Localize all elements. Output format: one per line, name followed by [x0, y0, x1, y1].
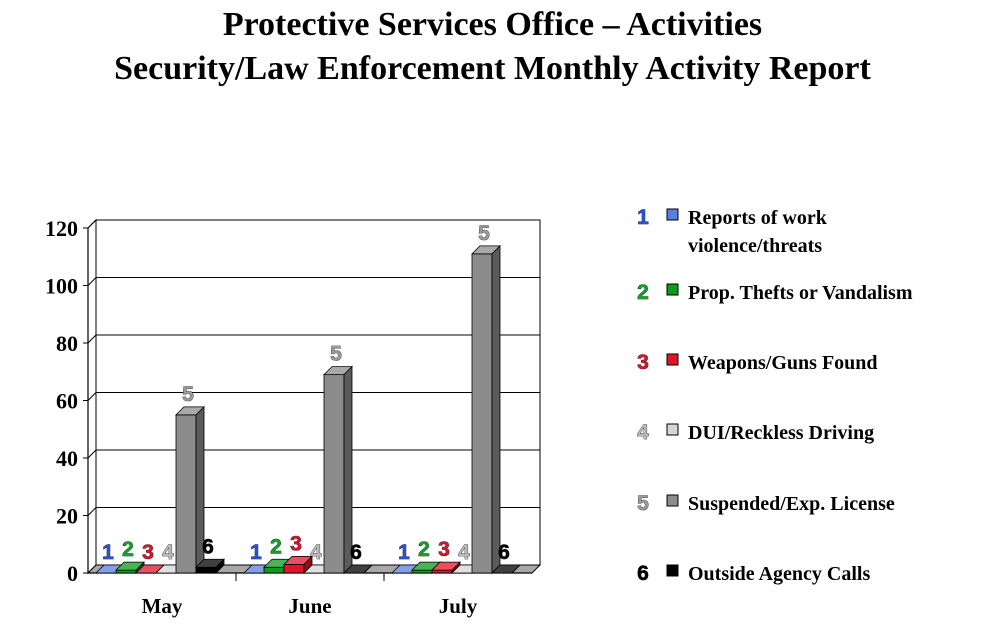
legend-label-1: violence/threats [688, 235, 822, 257]
data-label-july-series-2: 2 [418, 538, 430, 561]
bars-layer [95, 244, 521, 574]
data-label-june-series-6: 6 [350, 541, 362, 564]
gridline-side [87, 277, 97, 286]
data-label-july-series-5: 5 [478, 222, 490, 245]
x-tick-label-june: June [288, 594, 331, 618]
data-label-may-series-2: 2 [122, 538, 134, 561]
bar-july-series-6-side [511, 564, 521, 574]
chart-title-line2: Security/Law Enforcement Monthly Activit… [114, 50, 871, 87]
labels-layer: 1 2 3 456 1 2 3 456 1 2 3 456 [102, 222, 510, 565]
data-label-may-series-5: 5 [182, 383, 194, 406]
legend-label-3: Weapons/Guns Found [688, 352, 878, 374]
bar-june-series-3 [283, 563, 305, 574]
legend-label-1: Reports of work [688, 207, 828, 229]
data-label-may-series-1: 1 [102, 541, 114, 564]
bar-june-series-5 [323, 374, 345, 574]
legend-number-4: 4 [637, 421, 649, 444]
legend-number-6: 6 [637, 562, 649, 585]
y-tick-label: 40 [56, 446, 78, 471]
gridline-side [87, 449, 97, 459]
y-tick-label: 20 [56, 504, 78, 529]
y-tick-label: 60 [56, 389, 78, 414]
legend-label-2: Prop. Thefts or Vandalism [688, 282, 913, 304]
bar-may-series-6-side [215, 558, 225, 574]
bar-may-series-2 [115, 569, 137, 574]
data-label-june-series-4: 4 [310, 541, 322, 564]
y-tick-label: 0 [67, 561, 78, 586]
legend-label-6: Outside Agency Calls [688, 563, 870, 585]
y-tick-label: 100 [45, 274, 78, 299]
bar-june-series-2 [263, 566, 285, 574]
gridline-side [87, 392, 97, 401]
legend-swatch-4 [666, 423, 679, 436]
data-label-june-series-3: 3 [290, 532, 302, 555]
data-label-july-series-4: 4 [458, 541, 470, 564]
data-label-july-series-3: 3 [438, 538, 450, 561]
x-tick-label-may: May [142, 594, 183, 618]
data-label-may-series-3: 3 [142, 541, 154, 564]
bar-june-series-6-side [363, 564, 373, 574]
bar-may-series-5 [175, 414, 197, 574]
bar-july-series-5-side [491, 244, 501, 574]
bar-july-series-3 [431, 569, 453, 574]
data-label-june-series-5: 5 [330, 343, 342, 366]
gridline-side [87, 334, 97, 344]
chart-title-line1: Protective Services Office – Activities [222, 6, 763, 43]
gridline-side [87, 219, 97, 229]
data-label-july-series-6: 6 [498, 541, 510, 564]
bar-may-series-6 [195, 566, 217, 574]
gridline-side [87, 507, 97, 516]
bar-july-series-5 [471, 253, 493, 574]
legend-swatch-3 [666, 353, 679, 366]
legend-number-3: 3 [637, 351, 649, 374]
legend-label-4: DUI/Reckless Driving [688, 422, 874, 444]
legend-number-1: 1 [637, 206, 649, 229]
legend-swatch-1 [666, 208, 679, 221]
legend-number-5: 5 [637, 492, 649, 515]
data-label-may-series-6: 6 [202, 535, 214, 558]
data-label-june-series-1: 1 [250, 541, 262, 564]
data-label-may-series-4: 4 [162, 541, 174, 564]
data-label-june-series-2: 2 [270, 535, 282, 558]
legend-swatch-2 [666, 283, 679, 296]
y-tick-label: 120 [45, 216, 78, 241]
legend: 1 Reports of work violence/threats 2 Prop. T… [637, 206, 913, 586]
y-tick-label: 80 [56, 331, 78, 356]
legend-swatch-5 [666, 494, 679, 507]
legend-label-5: Suspended/Exp. License [688, 493, 895, 515]
x-tick-label-july: July [439, 594, 478, 618]
data-label-july-series-1: 1 [398, 541, 410, 564]
bar-july-series-2 [411, 569, 433, 574]
legend-number-2: 2 [637, 281, 649, 304]
legend-swatch-6 [666, 564, 679, 577]
